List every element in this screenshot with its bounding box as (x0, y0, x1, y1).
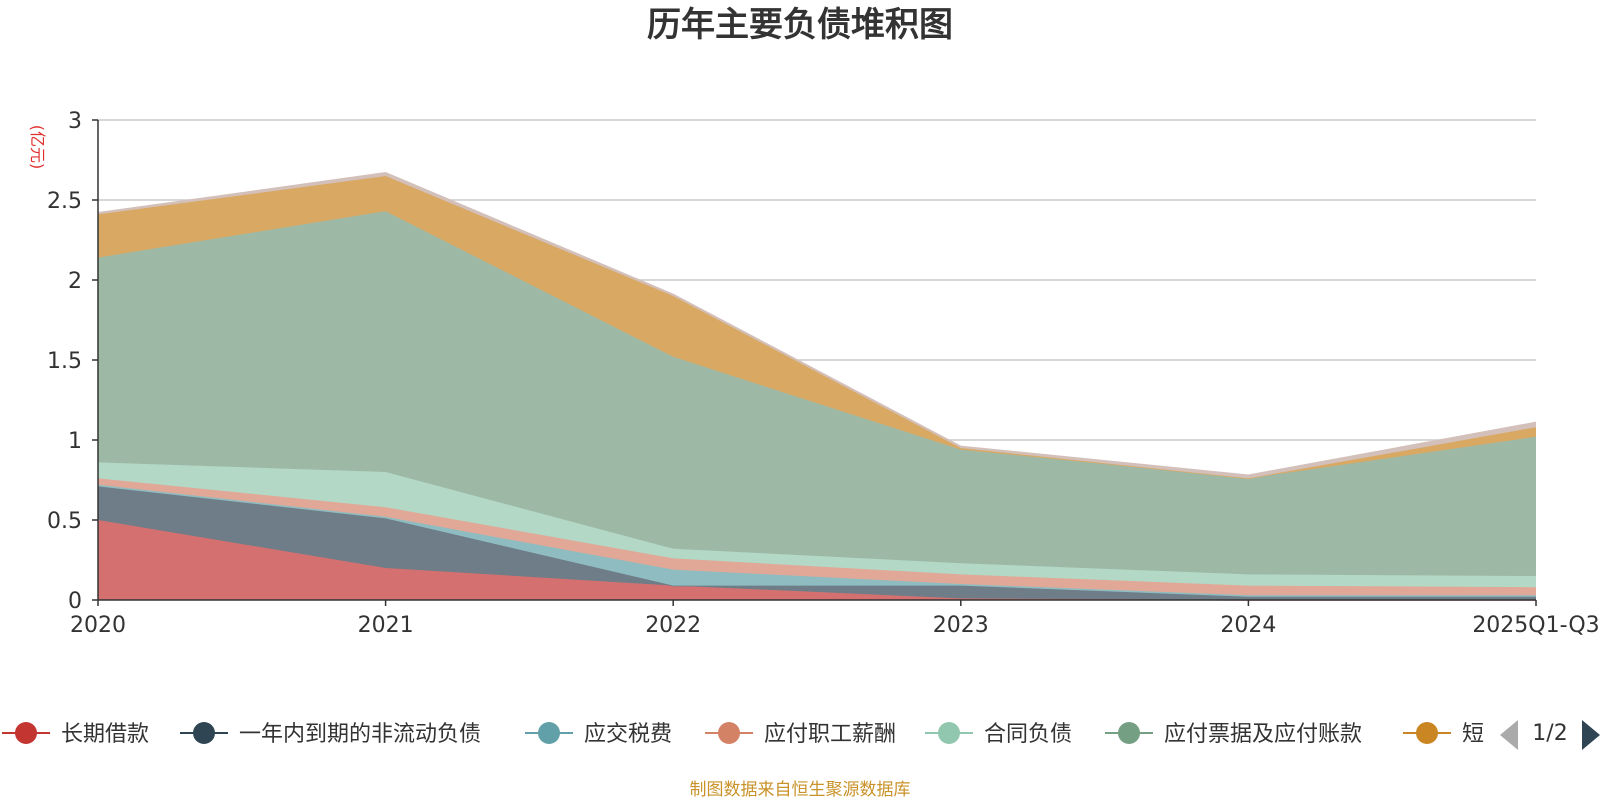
legend-marker-icon (1416, 722, 1438, 744)
x-tick-label: 2024 (1220, 613, 1276, 638)
area-edge-7 (97, 172, 1537, 476)
x-tick-label: 2025Q1-Q3 (1472, 613, 1599, 638)
data-source-footer: 制图数据来自恒生聚源数据库 (690, 780, 911, 800)
y-tick-label: 0.5 (47, 509, 82, 534)
y-tick-label: 1 (68, 429, 82, 454)
y-tick-label: 2.5 (47, 189, 82, 214)
legend-prev-arrow-icon[interactable] (1500, 720, 1518, 750)
chart-title: 历年主要负债堆积图 (647, 5, 953, 45)
legend-next-arrow-icon[interactable] (1582, 720, 1600, 750)
area-series-0 (98, 520, 1536, 600)
x-tick-label: 2021 (358, 613, 414, 638)
area-series-5 (98, 211, 1536, 576)
area-series-1 (98, 486, 1536, 600)
legend-label: 长期借款 (61, 722, 149, 747)
axes: 0 0.5 1 1.5 2 2.5 3 2020 2021 2022 2023 2024 2025Q1-… (47, 109, 1600, 638)
x-tick-label: 2020 (70, 613, 126, 638)
legend-label: 合同负债 (984, 722, 1072, 747)
legend: 长期借款 一年内到期的非流动负债 应交税费 应付职工薪酬 合同负债 应付票据及应付账款 短 (2, 722, 1484, 747)
legend-label: 应付职工薪酬 (764, 722, 896, 747)
legend-item[interactable]: 应付职工薪酬 (705, 722, 896, 747)
legend-item[interactable]: 长期借款 (2, 722, 149, 747)
legend-marker-icon (1118, 722, 1140, 744)
legend-pager: 1/2 (1500, 720, 1600, 750)
legend-label: 一年内到期的非流动负债 (239, 722, 481, 747)
y-axis-unit-label: (亿元) (28, 125, 47, 170)
y-tick-label: 1.5 (47, 349, 82, 374)
area-series-6 (98, 176, 1536, 479)
legend-item[interactable]: 应付票据及应付账款 (1105, 722, 1362, 747)
legend-label: 应交税费 (584, 722, 672, 747)
legend-marker-icon (15, 722, 37, 744)
y-tick-label: 0 (68, 589, 82, 614)
legend-label: 短 (1462, 722, 1484, 747)
legend-item[interactable]: 应交税费 (525, 722, 672, 747)
legend-page-indicator: 1/2 (1532, 721, 1567, 746)
area-series-4 (98, 462, 1536, 588)
area-series (97, 172, 1537, 601)
legend-marker-icon (193, 722, 215, 744)
y-tick-label: 2 (68, 269, 82, 294)
x-tick-label: 2023 (933, 613, 989, 638)
legend-label: 应付票据及应付账款 (1164, 722, 1362, 747)
legend-marker-icon (938, 722, 960, 744)
y-tick-label: 3 (68, 109, 82, 134)
area-series-3 (98, 478, 1536, 596)
legend-item[interactable]: 合同负债 (925, 722, 1072, 747)
legend-item[interactable]: 短 (1403, 722, 1484, 747)
x-tick-label: 2022 (645, 613, 701, 638)
legend-marker-icon (718, 722, 740, 744)
legend-marker-icon (538, 722, 560, 744)
legend-item[interactable]: 一年内到期的非流动负债 (180, 722, 481, 747)
